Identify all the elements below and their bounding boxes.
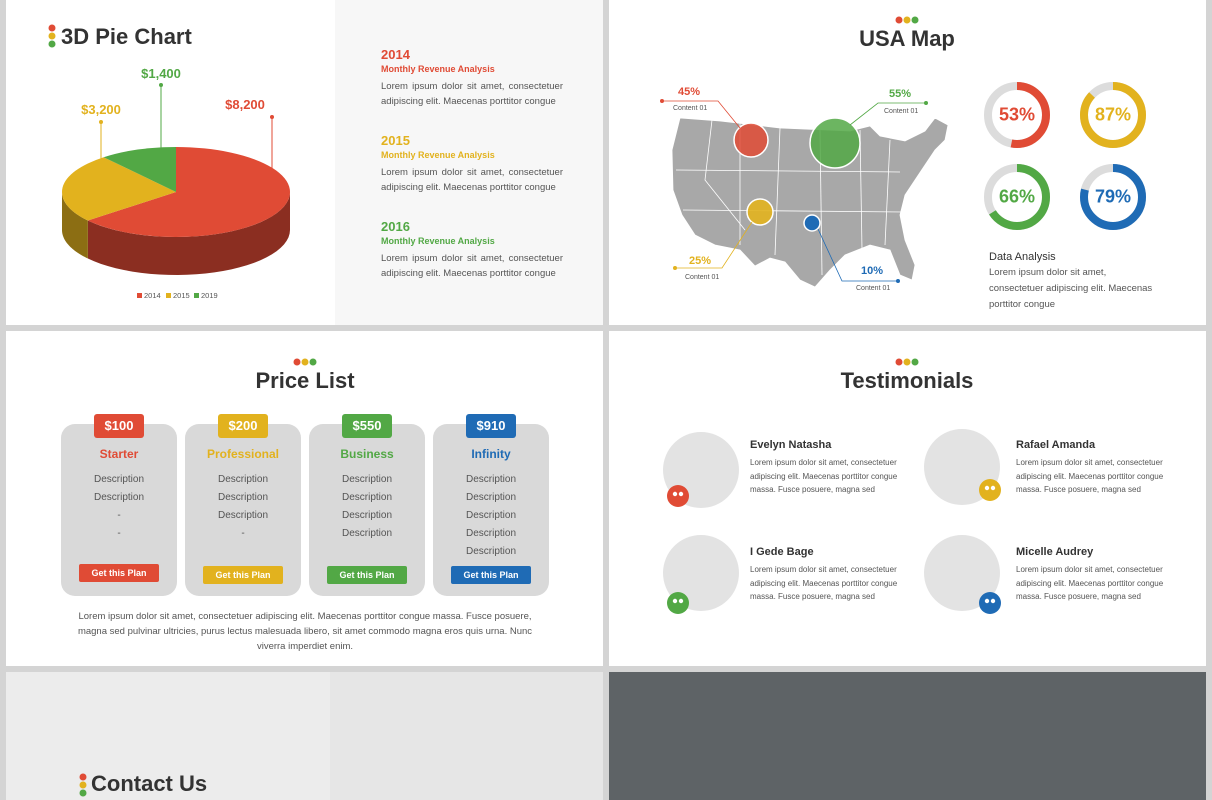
person-name: Micelle Audrey <box>1016 546 1094 558</box>
pie-slice <box>87 147 291 237</box>
plan-item: Description <box>465 492 517 503</box>
price-badge: $100 <box>94 414 144 438</box>
entry-subtitle: Monthly Revenue Analysis <box>381 64 495 74</box>
slide-title: Contact Us <box>91 771 208 796</box>
pie-side <box>62 192 88 259</box>
entry-subtitle: Monthly Revenue Analysis <box>381 236 495 246</box>
price-footer: Lorem ipsum dolor sit amet, consectetuer… <box>77 611 533 652</box>
plan-item: Description <box>341 492 393 503</box>
plan-name: Infinity <box>471 447 511 461</box>
marker-percent: 25% <box>689 255 712 267</box>
plan-item: Description <box>465 510 517 521</box>
gauge-arc <box>1080 164 1146 230</box>
legend-label: 2015 <box>173 291 190 300</box>
pie-label: $8,200 <box>225 97 265 112</box>
plan-item: Description <box>217 474 269 485</box>
entry-year: 2016 <box>381 219 410 234</box>
analysis-text: Lorem ipsum dolor sit amet, consectetuer… <box>989 267 1153 310</box>
person-text: Lorem ipsum dolor sit amet, consectetuer… <box>1016 458 1164 494</box>
slide-title: Price List <box>255 368 355 393</box>
price-badge: $910 <box>466 414 516 438</box>
plan-item: Description <box>341 528 393 539</box>
entry-year: 2015 <box>381 133 410 148</box>
plan-name: Business <box>340 447 394 461</box>
entry-subtitle: Monthly Revenue Analysis <box>381 150 495 160</box>
plan-item: Description <box>217 492 269 503</box>
plan-item: Description <box>465 546 517 557</box>
analysis-title: Data Analysis <box>989 251 1056 263</box>
pie-slice <box>103 147 176 192</box>
plan-item: Description <box>465 528 517 539</box>
price-badge: $550 <box>342 414 392 438</box>
gauge-label: 53% <box>998 104 1036 125</box>
person-name: Evelyn Natasha <box>750 439 832 451</box>
plan-name: Starter <box>99 447 139 461</box>
plan-item: Description <box>341 474 393 485</box>
person-text: Lorem ipsum dolor sit amet, consectetuer… <box>750 458 898 494</box>
plan-item: - <box>117 510 121 521</box>
plan-item: - <box>241 528 245 539</box>
legend-swatch <box>194 293 199 298</box>
entry-year: 2014 <box>381 47 410 62</box>
entry-text: Lorem ipsum dolor sit amet, consectetuer… <box>381 167 563 193</box>
entry-text: Lorem ipsum dolor sit amet, consectetuer… <box>381 81 563 107</box>
gauge-arc <box>984 82 1050 148</box>
slide-title: USA Map <box>859 26 955 51</box>
usa-map <box>671 117 949 288</box>
plan-item: Description <box>217 510 269 521</box>
entry-text: Lorem ipsum dolor sit amet, consectetuer… <box>381 253 563 279</box>
person-name: I Gede Bage <box>750 546 814 558</box>
plan-item: Description <box>341 510 393 521</box>
plan-item: Description <box>93 492 145 503</box>
gauge-arc <box>1080 82 1146 148</box>
person-text: Lorem ipsum dolor sit amet, consectetuer… <box>1016 565 1164 601</box>
pie-slide-side <box>335 0 603 325</box>
price-cards <box>61 424 549 596</box>
pie-slice <box>61 157 176 221</box>
pie-chart <box>61 147 291 275</box>
plan-item: Description <box>465 474 517 485</box>
marker-caption: Content 01 <box>856 285 891 292</box>
pie-side <box>87 192 291 275</box>
pie-label: $1,400 <box>141 66 181 81</box>
map-borders <box>675 119 906 276</box>
dark-slide <box>609 672 1206 800</box>
plan-item: Description <box>93 474 145 485</box>
marker-caption: Content 01 <box>673 105 708 112</box>
person-text: Lorem ipsum dolor sit amet, consectetuer… <box>750 565 898 601</box>
marker-caption: Content 01 <box>685 274 720 281</box>
gauge-label: 79% <box>1094 186 1132 207</box>
slide-title: 3D Pie Chart <box>61 24 192 49</box>
map-markers <box>660 99 928 283</box>
legend-swatch <box>166 293 171 298</box>
person-name: Rafael Amanda <box>1016 439 1096 451</box>
marker-percent: 55% <box>889 88 912 100</box>
slide-title: Testimonials <box>840 368 974 393</box>
pie-label: $3,200 <box>81 102 121 117</box>
logo-dots <box>48 16 919 797</box>
avatars <box>663 429 1001 614</box>
plan-button: Get this Plan <box>327 566 407 584</box>
legend-label: 2014 <box>144 291 161 300</box>
marker-percent: 10% <box>861 265 884 277</box>
gauges <box>984 82 1146 230</box>
legend-swatch <box>137 293 142 298</box>
marker-percent: 45% <box>678 86 701 98</box>
plan-button: Get this Plan <box>79 564 159 582</box>
pie-leaders <box>99 83 274 185</box>
legend-label: 2019 <box>201 291 218 300</box>
plan-button: Get this Plan <box>451 566 531 584</box>
gauge-label: 87% <box>1094 104 1132 125</box>
gauge-arc <box>984 164 1050 230</box>
price-badge: $200 <box>218 414 268 438</box>
plan-item: - <box>117 528 121 539</box>
plan-name: Professional <box>206 447 280 461</box>
contact-slide <box>6 672 603 800</box>
plan-button: Get this Plan <box>203 566 283 584</box>
gauge-label: 66% <box>998 186 1036 207</box>
contact-side <box>330 672 603 800</box>
marker-caption: Content 01 <box>884 108 919 115</box>
